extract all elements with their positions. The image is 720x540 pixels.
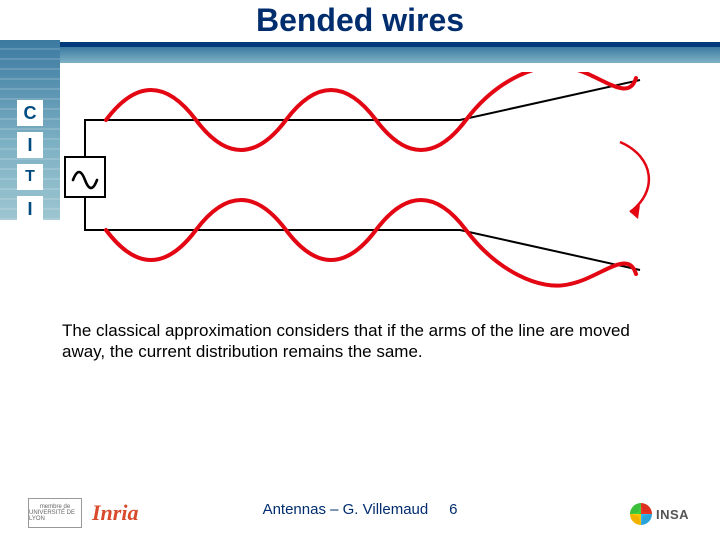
sidebar-letter: C xyxy=(17,100,43,126)
footer-page-number: 6 xyxy=(449,501,457,518)
page-title: Bended wires xyxy=(0,2,720,39)
body-text: The classical approximation considers th… xyxy=(62,320,660,363)
insa-label: INSA xyxy=(656,507,689,522)
insa-icon xyxy=(630,503,652,525)
footer-logo-right: INSA xyxy=(630,500,700,528)
sidebar-letter: I xyxy=(17,196,43,222)
footer-course: Antennas – G. Villemaud xyxy=(263,501,429,518)
footer: membre de UNIVERSITÉ DE LYON Inria Anten… xyxy=(0,492,720,530)
header-band xyxy=(0,47,720,63)
footer-caption: Antennas – G. Villemaud 6 xyxy=(0,501,720,518)
sidebar-tile: C I T I xyxy=(0,40,60,220)
bended-wires-diagram xyxy=(60,72,660,302)
sidebar-letter: I xyxy=(17,132,43,158)
sidebar-letter: T xyxy=(17,164,43,190)
header-rule xyxy=(0,42,720,47)
sidebar-logo: C I T I xyxy=(0,100,60,222)
